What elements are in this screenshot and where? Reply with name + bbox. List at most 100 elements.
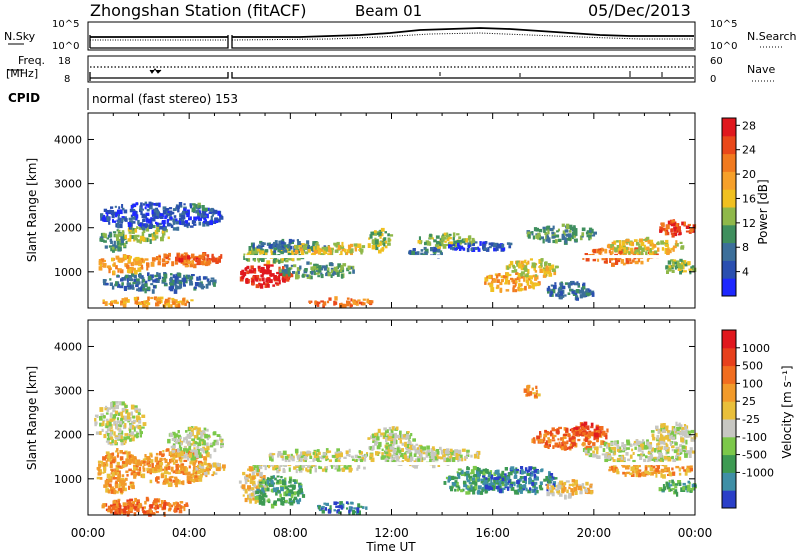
scatter-cell (112, 475, 115, 480)
scatter-cell (260, 496, 265, 501)
scatter-cell (667, 249, 672, 254)
scatter-cell (595, 446, 599, 451)
scatter-cell (519, 476, 523, 479)
scatter-cell (633, 440, 636, 444)
scatter-cell (258, 244, 261, 249)
scatter-cell (516, 276, 520, 281)
scatter-cell (388, 454, 392, 459)
scatter-cell (111, 257, 114, 262)
scatter-cell (635, 472, 640, 478)
scatter-cell (564, 237, 567, 242)
scatter-cell (283, 244, 288, 248)
scatter-cell (130, 223, 133, 227)
scatter-cell (646, 246, 650, 250)
scatter-cell (127, 228, 131, 232)
scatter-cell (483, 485, 486, 490)
scatter-cell (109, 278, 112, 281)
scatter-cell (307, 464, 311, 469)
scatter-cell (358, 248, 361, 251)
noise-strip-frame (87, 21, 696, 51)
scatter-cell (252, 256, 256, 261)
scatter-cell (692, 224, 696, 229)
scatter-cell (127, 285, 131, 290)
scatter-cell (136, 296, 140, 301)
scatter-cell (190, 443, 195, 446)
scatter-cell (321, 468, 325, 472)
scatter-cell (554, 282, 557, 285)
scatter-cell (288, 493, 291, 497)
scatter-cell (174, 440, 178, 444)
scatter-cell (338, 505, 343, 509)
scatter-cell (409, 452, 412, 456)
scatter-cell (410, 446, 413, 450)
scatter-cell (196, 216, 201, 220)
scatter-cell (370, 231, 375, 236)
scatter-cell (150, 468, 153, 473)
scatter-cell (171, 280, 175, 283)
scatter-cell (552, 481, 557, 485)
scatter-cell (477, 489, 481, 493)
scatter-cell (195, 429, 199, 432)
scatter-cell (101, 428, 104, 432)
scatter-cell (163, 511, 166, 517)
scatter-cell (175, 482, 178, 488)
scatter-cell (146, 208, 150, 212)
scatter-cell (416, 456, 420, 459)
scatter-cell (107, 407, 112, 410)
scatter-cell (122, 482, 127, 486)
scatter-cell (406, 455, 411, 460)
scatter-cell (340, 274, 344, 279)
scatter-cell (330, 269, 334, 274)
scatter-cell (206, 435, 210, 438)
scatter-cell (647, 451, 651, 454)
scatter-cell (180, 463, 185, 468)
scatter-cell (271, 273, 275, 277)
scatter-cell (482, 471, 486, 476)
scatter-cell (141, 426, 145, 429)
scatter-cell (131, 216, 136, 220)
scatter-cell (175, 505, 180, 508)
scatter-cell (562, 441, 566, 444)
scatter-cell (111, 438, 114, 444)
scatter-cell (551, 268, 556, 272)
scatter-cell (245, 280, 249, 284)
scatter-cell (671, 219, 676, 223)
scatter-cell (549, 474, 552, 479)
scatter-cell (279, 480, 282, 485)
scatter-cell (659, 447, 663, 450)
scatter-cell (150, 261, 155, 267)
scatter-cell (123, 216, 127, 220)
scatter-cell (252, 275, 257, 279)
scatter-cell (622, 464, 626, 468)
scatter-cell (144, 454, 147, 458)
scatter-cell (181, 301, 185, 306)
scatter-cell (139, 432, 142, 438)
scatter-cell (456, 453, 461, 457)
scatter-cell (350, 266, 353, 270)
scatter-cell (508, 273, 512, 277)
scatter-cell (343, 456, 347, 459)
scatter-cell (206, 221, 211, 226)
scatter-cell (167, 257, 171, 261)
scatter-cell (104, 480, 109, 485)
scatter-cell (552, 225, 555, 230)
scatter-cell (501, 470, 505, 476)
scatter-cell (422, 451, 427, 455)
scatter-cell (561, 482, 564, 486)
scatter-cell (322, 304, 325, 309)
scatter-cell (645, 455, 648, 459)
scatter-cell (316, 303, 320, 307)
scatter-cell (124, 423, 127, 428)
scatter-cell (168, 286, 171, 291)
scatter-cell (562, 230, 566, 236)
scatter-cell (557, 292, 560, 297)
scatter-cell (585, 292, 588, 296)
scatter-cell (524, 274, 528, 278)
scatter-cell (475, 452, 479, 457)
scatter-cell (392, 448, 397, 453)
scatter-cell (493, 480, 496, 484)
scatter-cell (443, 457, 447, 461)
scatter-cell (628, 251, 631, 255)
scatter-cell (406, 458, 410, 463)
scatter-cell (651, 247, 654, 250)
